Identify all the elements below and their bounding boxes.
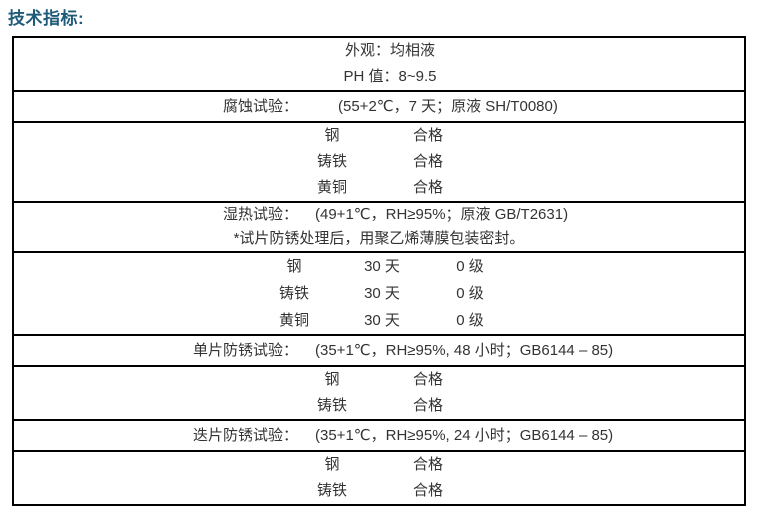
damp-heat-test-name: 湿热试验： — [222, 206, 298, 223]
single-piece-test-conditions: (35+1℃，RH≥95%, 48 小时；GB6144 – 85) — [315, 342, 614, 359]
spec-table: 外观：均相液 PH 值：8~9.5 腐蚀试验： (55+2℃，7 天；原液 SH… — [12, 36, 746, 506]
damp-heat-test-note: *试片防锈处理后，用聚乙烯薄膜包装密封。 — [233, 230, 525, 247]
test-result: 合格 — [412, 371, 443, 388]
appearance-row: 外观：均相液 — [344, 42, 435, 59]
result-row: 铸铁 合格 — [14, 393, 744, 419]
section-corrosion-test: 腐蚀试验： (55+2℃，7 天；原液 SH/T0080) — [14, 92, 744, 123]
material-name: 黄铜 — [278, 312, 309, 329]
section-single-piece-results: 钢 合格 铸铁 合格 — [14, 367, 744, 421]
stacked-piece-test-header-row: 迭片防锈试验： (35+1℃，RH≥95%, 24 小时；GB6144 – 85… — [14, 421, 744, 450]
page-title: 技术指标: — [8, 9, 85, 28]
test-result: 合格 — [412, 179, 443, 196]
result-row: 钢 合格 — [14, 123, 744, 149]
test-grade: 0 级 — [456, 258, 484, 275]
damp-heat-test-conditions: (49+1℃，RH≥95%；原液 GB/T2631) — [315, 206, 569, 223]
material-name: 铸铁 — [316, 153, 347, 170]
material-name: 钢 — [324, 371, 340, 388]
result-row: 铸铁 合格 — [14, 478, 744, 504]
test-result: 合格 — [412, 127, 443, 144]
damp-heat-test-header-row: 湿热试验： (49+1℃，RH≥95%；原液 GB/T2631) — [14, 203, 744, 227]
test-duration: 30 天 — [364, 312, 400, 329]
material-name: 铸铁 — [278, 285, 309, 302]
test-duration: 30 天 — [364, 258, 400, 275]
section-corrosion-results: 钢 合格 铸铁 合格 黄铜 合格 — [14, 123, 744, 203]
material-name: 钢 — [324, 456, 340, 473]
result-row: 黄铜 30 天 0 级 — [14, 307, 744, 334]
section-general: 外观：均相液 PH 值：8~9.5 — [14, 38, 744, 92]
result-row: 钢 合格 — [14, 367, 744, 393]
section-single-piece-test: 单片防锈试验： (35+1℃，RH≥95%, 48 小时；GB6144 – 85… — [14, 336, 744, 367]
corrosion-test-conditions: (55+2℃，7 天；原液 SH/T0080) — [338, 98, 558, 115]
material-name: 黄铜 — [316, 179, 347, 196]
test-grade: 0 级 — [456, 312, 484, 329]
corrosion-test-header-row: 腐蚀试验： (55+2℃，7 天；原液 SH/T0080) — [14, 92, 744, 121]
corrosion-test-name: 腐蚀试验： — [222, 98, 298, 115]
test-result: 合格 — [412, 456, 443, 473]
single-piece-test-name: 单片防锈试验： — [192, 342, 298, 359]
section-damp-heat-results: 钢 30 天 0 级 铸铁 30 天 0 级 黄铜 30 天 0 级 — [14, 253, 744, 336]
material-name: 钢 — [324, 127, 340, 144]
section-stacked-piece-results: 钢 合格 铸铁 合格 — [14, 452, 744, 504]
material-name: 铸铁 — [316, 397, 347, 414]
result-row: 钢 30 天 0 级 — [14, 253, 744, 280]
single-piece-test-header-row: 单片防锈试验： (35+1℃，RH≥95%, 48 小时；GB6144 – 85… — [14, 336, 744, 365]
test-result: 合格 — [412, 397, 443, 414]
stacked-piece-test-conditions: (35+1℃，RH≥95%, 24 小时；GB6144 – 85) — [315, 427, 614, 444]
result-row: 铸铁 30 天 0 级 — [14, 280, 744, 307]
material-name: 铸铁 — [316, 482, 347, 499]
test-result: 合格 — [412, 153, 443, 170]
material-name: 钢 — [286, 258, 302, 275]
test-duration: 30 天 — [364, 285, 400, 302]
stacked-piece-test-name: 迭片防锈试验： — [192, 427, 298, 444]
section-damp-heat-test: 湿热试验： (49+1℃，RH≥95%；原液 GB/T2631) *试片防锈处理… — [14, 203, 744, 253]
result-row: 钢 合格 — [14, 452, 744, 478]
result-row: 黄铜 合格 — [14, 175, 744, 201]
ph-row: PH 值：8~9.5 — [343, 68, 437, 85]
test-result: 合格 — [412, 482, 443, 499]
test-grade: 0 级 — [456, 285, 484, 302]
section-stacked-piece-test: 迭片防锈试验： (35+1℃，RH≥95%, 24 小时；GB6144 – 85… — [14, 421, 744, 452]
result-row: 铸铁 合格 — [14, 149, 744, 175]
